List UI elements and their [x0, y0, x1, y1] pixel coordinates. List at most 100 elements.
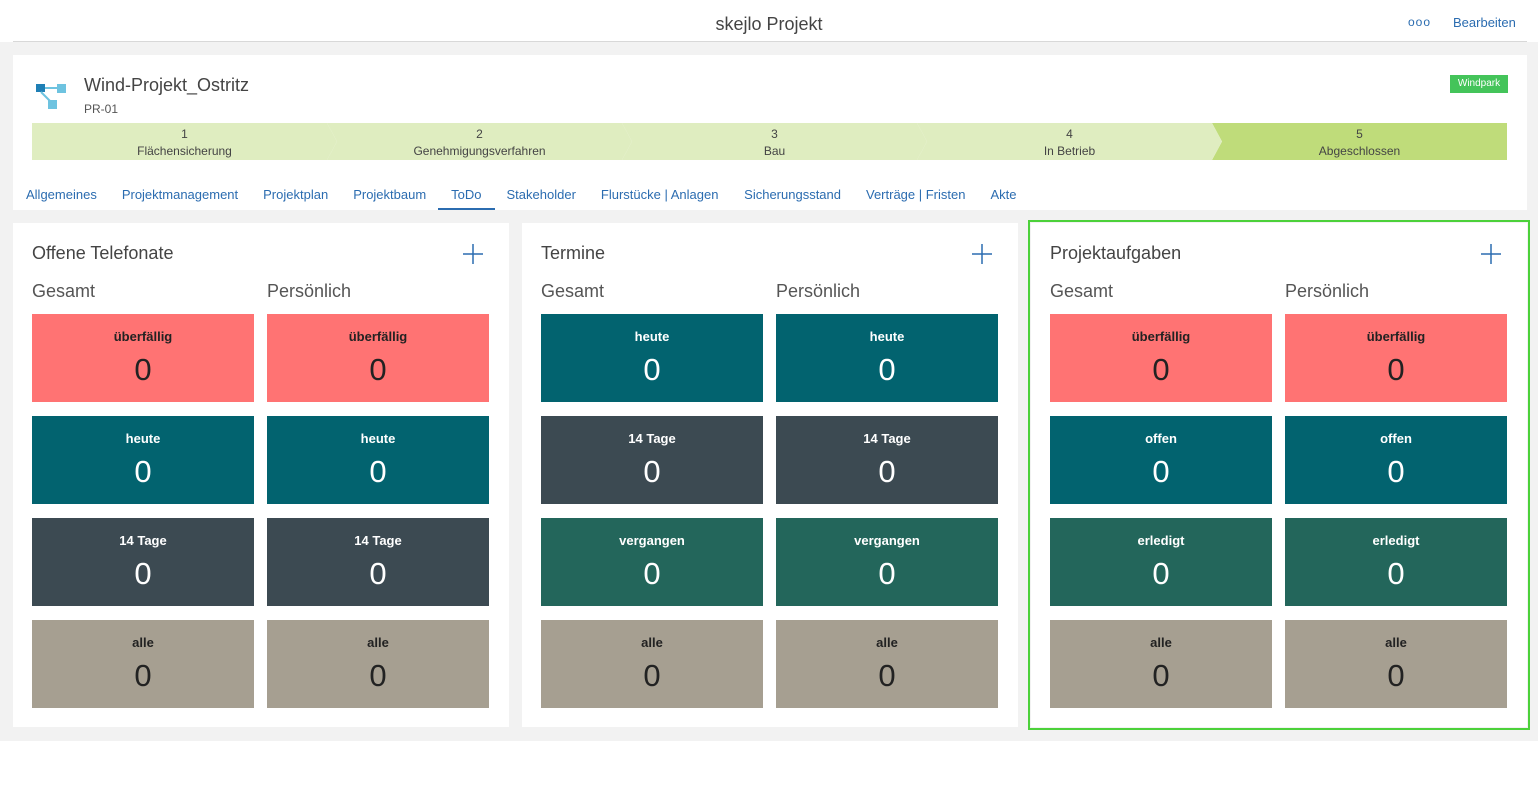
tile-value: 0: [1152, 658, 1170, 693]
add-button[interactable]: [462, 243, 484, 265]
tile-value: 0: [134, 556, 152, 591]
add-button[interactable]: [971, 243, 993, 265]
column-header: Persönlich: [1285, 281, 1370, 301]
stage[interactable]: 4 In Betrieb: [917, 123, 1222, 160]
tile[interactable]: alle 0: [541, 620, 763, 708]
tile-label: überfällig: [1131, 329, 1191, 344]
stage-label: In Betrieb: [1043, 144, 1096, 158]
tile-value: 0: [643, 658, 661, 693]
tile-label: alle: [1150, 635, 1172, 650]
tile-value: 0: [643, 352, 661, 387]
column-header: Gesamt: [541, 281, 605, 301]
project-id: PR-01: [84, 102, 119, 116]
tile[interactable]: alle 0: [267, 620, 489, 708]
tile-label: alle: [132, 635, 154, 650]
tile-label: überfällig: [348, 329, 408, 344]
add-button[interactable]: [1480, 243, 1502, 265]
tile[interactable]: offen 0: [1050, 416, 1272, 504]
tile-value: 0: [878, 352, 896, 387]
tile-label: vergangen: [854, 533, 920, 548]
tile[interactable]: überfällig 0: [1285, 314, 1507, 402]
tile[interactable]: vergangen 0: [776, 518, 998, 606]
stage-label: Genehmigungsverfahren: [413, 144, 546, 158]
tab[interactable]: Sicherungsstand: [744, 187, 841, 202]
top-bar: [0, 0, 1538, 42]
tile[interactable]: offen 0: [1285, 416, 1507, 504]
stage[interactable]: 1 Flächensicherung: [32, 123, 337, 160]
tab[interactable]: ToDo: [438, 187, 495, 210]
tile-value: 0: [878, 454, 896, 489]
panel: Projektaufgaben Gesamt Persönlich überfälli…: [1028, 220, 1530, 730]
tab[interactable]: Stakeholder: [506, 187, 576, 202]
tile-label: erledigt: [1137, 533, 1185, 548]
tile[interactable]: überfällig 0: [267, 314, 489, 402]
edit-button[interactable]: Bearbeiten: [1453, 15, 1516, 30]
tile-label: heute: [125, 431, 161, 446]
stage-number: 4: [1066, 127, 1073, 141]
tile[interactable]: alle 0: [32, 620, 254, 708]
tile[interactable]: überfällig 0: [32, 314, 254, 402]
tile[interactable]: heute 0: [541, 314, 763, 402]
stage-number: 5: [1356, 127, 1363, 141]
tile-value: 0: [878, 658, 896, 693]
tab[interactable]: Flurstücke | Anlagen: [600, 187, 719, 202]
tile[interactable]: alle 0: [1285, 620, 1507, 708]
tile[interactable]: vergangen 0: [541, 518, 763, 606]
tab[interactable]: Projektplan: [263, 187, 329, 202]
column-header: Gesamt: [1050, 281, 1114, 301]
tile[interactable]: heute 0: [32, 416, 254, 504]
tile[interactable]: überfällig 0: [1050, 314, 1272, 402]
tile[interactable]: 14 Tage 0: [776, 416, 998, 504]
tile[interactable]: heute 0: [776, 314, 998, 402]
project-icon: [36, 84, 66, 109]
tab[interactable]: Verträge | Fristen: [866, 187, 966, 202]
panel-title: Projektaufgaben: [1050, 243, 1182, 263]
tile-label: heute: [360, 431, 396, 446]
column-header: Persönlich: [267, 281, 352, 301]
tile-value: 0: [369, 454, 387, 489]
stage[interactable]: 2 Genehmigungsverfahren: [327, 123, 632, 160]
tab[interactable]: Projektmanagement: [121, 187, 239, 202]
column-header: Gesamt: [32, 281, 96, 301]
stage[interactable]: 3 Bau: [622, 123, 927, 160]
tile-value: 0: [1387, 556, 1405, 591]
stage[interactable]: 5 Abgeschlossen: [1212, 123, 1507, 160]
tile-label: heute: [869, 329, 905, 344]
tile-label: erledigt: [1372, 533, 1420, 548]
tile[interactable]: erledigt 0: [1050, 518, 1272, 606]
tile-label: offen: [1380, 431, 1412, 446]
tile[interactable]: 14 Tage 0: [32, 518, 254, 606]
tab[interactable]: Projektbaum: [353, 187, 427, 202]
tile-label: überfällig: [113, 329, 173, 344]
tile-value: 0: [1387, 658, 1405, 693]
tile-value: 0: [134, 658, 152, 693]
tile[interactable]: alle 0: [1050, 620, 1272, 708]
project-name: Wind-Projekt_Ostritz: [84, 75, 250, 95]
tile[interactable]: heute 0: [267, 416, 489, 504]
panel: Termine Gesamt Persönlich heute 0 heute 0 14 Ta…: [522, 223, 1018, 727]
tile[interactable]: alle 0: [776, 620, 998, 708]
project-tag: Windpark: [1450, 75, 1508, 93]
more-button[interactable]: ooo: [1408, 15, 1432, 29]
tile-label: heute: [634, 329, 670, 344]
panel-title: Termine: [541, 243, 606, 263]
stage-label: Abgeschlossen: [1318, 144, 1401, 158]
tab[interactable]: Allgemeines: [26, 187, 97, 202]
tab[interactable]: Akte: [990, 187, 1017, 202]
stage-number: 2: [476, 127, 483, 141]
tile[interactable]: 14 Tage 0: [267, 518, 489, 606]
tile[interactable]: 14 Tage 0: [541, 416, 763, 504]
tile-value: 0: [878, 556, 896, 591]
tile-value: 0: [1152, 454, 1170, 489]
stage-number: 1: [181, 127, 188, 141]
tile-value: 0: [134, 352, 152, 387]
tile-label: alle: [1385, 635, 1407, 650]
tile[interactable]: erledigt 0: [1285, 518, 1507, 606]
tile-label: offen: [1145, 431, 1177, 446]
tile-value: 0: [1152, 556, 1170, 591]
tile-label: überfällig: [1366, 329, 1426, 344]
tile-value: 0: [643, 454, 661, 489]
tile-label: alle: [641, 635, 663, 650]
tile-value: 0: [643, 556, 661, 591]
